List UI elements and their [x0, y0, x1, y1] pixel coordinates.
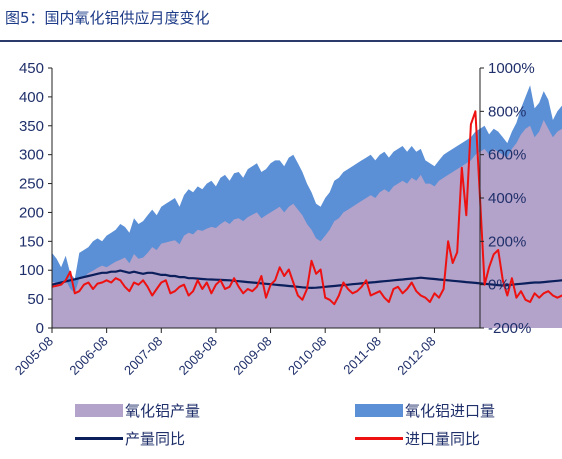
- left-tick-label: 300: [19, 147, 44, 164]
- x-tick-label: 2005-08: [12, 334, 56, 378]
- legend: 氧化铝产量 氧化铝进口量 产量同比 进口量同比: [0, 398, 562, 458]
- series-line-import-yoy: [51, 110, 562, 306]
- legend-label-import-yoy: 进口量同比: [405, 430, 481, 448]
- right-tick-label: 400%: [488, 190, 526, 207]
- title-divider: [0, 40, 562, 42]
- left-tick-label: 250: [19, 176, 44, 193]
- left-tick-label: 400: [19, 89, 44, 106]
- left-tick-label: 450: [19, 60, 44, 77]
- right-tick-label: 600%: [488, 147, 526, 164]
- right-tick-label: 1000%: [488, 60, 535, 77]
- legend-item-production: 氧化铝产量: [75, 400, 200, 421]
- legend-item-production-yoy: 产量同比: [75, 428, 185, 449]
- x-tick-label: 2009-08: [230, 334, 274, 378]
- legend-label-production: 氧化铝产量: [125, 402, 201, 420]
- legend-swatch-import-yoy: [355, 437, 403, 440]
- legend-item-import: 氧化铝进口量: [355, 400, 495, 421]
- legend-label-import: 氧化铝进口量: [405, 402, 496, 420]
- right-tick-label: 800%: [488, 103, 526, 120]
- right-tick-label: 0%: [488, 277, 510, 294]
- right-tick-label: -200%: [488, 320, 531, 337]
- figure-title: 图5：国内氧化铝供应月度变化: [5, 9, 210, 27]
- x-tick-label: 2011-08: [340, 334, 384, 378]
- legend-label-production-yoy: 产量同比: [125, 430, 186, 448]
- legend-swatch-production-yoy: [75, 437, 123, 440]
- series-line-production-yoy: [51, 269, 562, 289]
- left-tick-label: 350: [19, 118, 44, 135]
- right-tick-label: 200%: [488, 233, 526, 250]
- legend-swatch-import: [355, 404, 403, 417]
- left-tick-label: 150: [19, 233, 44, 250]
- left-tick-label: 50: [27, 291, 44, 308]
- left-tick-label: 0: [36, 320, 44, 337]
- left-tick-label: 200: [19, 204, 44, 221]
- x-tick-label: 2007-08: [121, 334, 165, 378]
- left-tick-label: 100: [19, 262, 44, 279]
- line-layer: [51, 110, 562, 306]
- x-tick-label: 2010-08: [285, 334, 329, 378]
- chart: 0 50 100 150 200 250 300 350 400 450 -200% 0% 200% 40…: [12, 60, 562, 378]
- x-tick-label: 2012-08: [394, 334, 438, 378]
- x-tick-label: 2008-08: [176, 334, 220, 378]
- legend-swatch-production: [75, 404, 123, 417]
- legend-item-import-yoy: 进口量同比: [355, 428, 480, 449]
- x-tick-label: 2006-08: [66, 334, 110, 378]
